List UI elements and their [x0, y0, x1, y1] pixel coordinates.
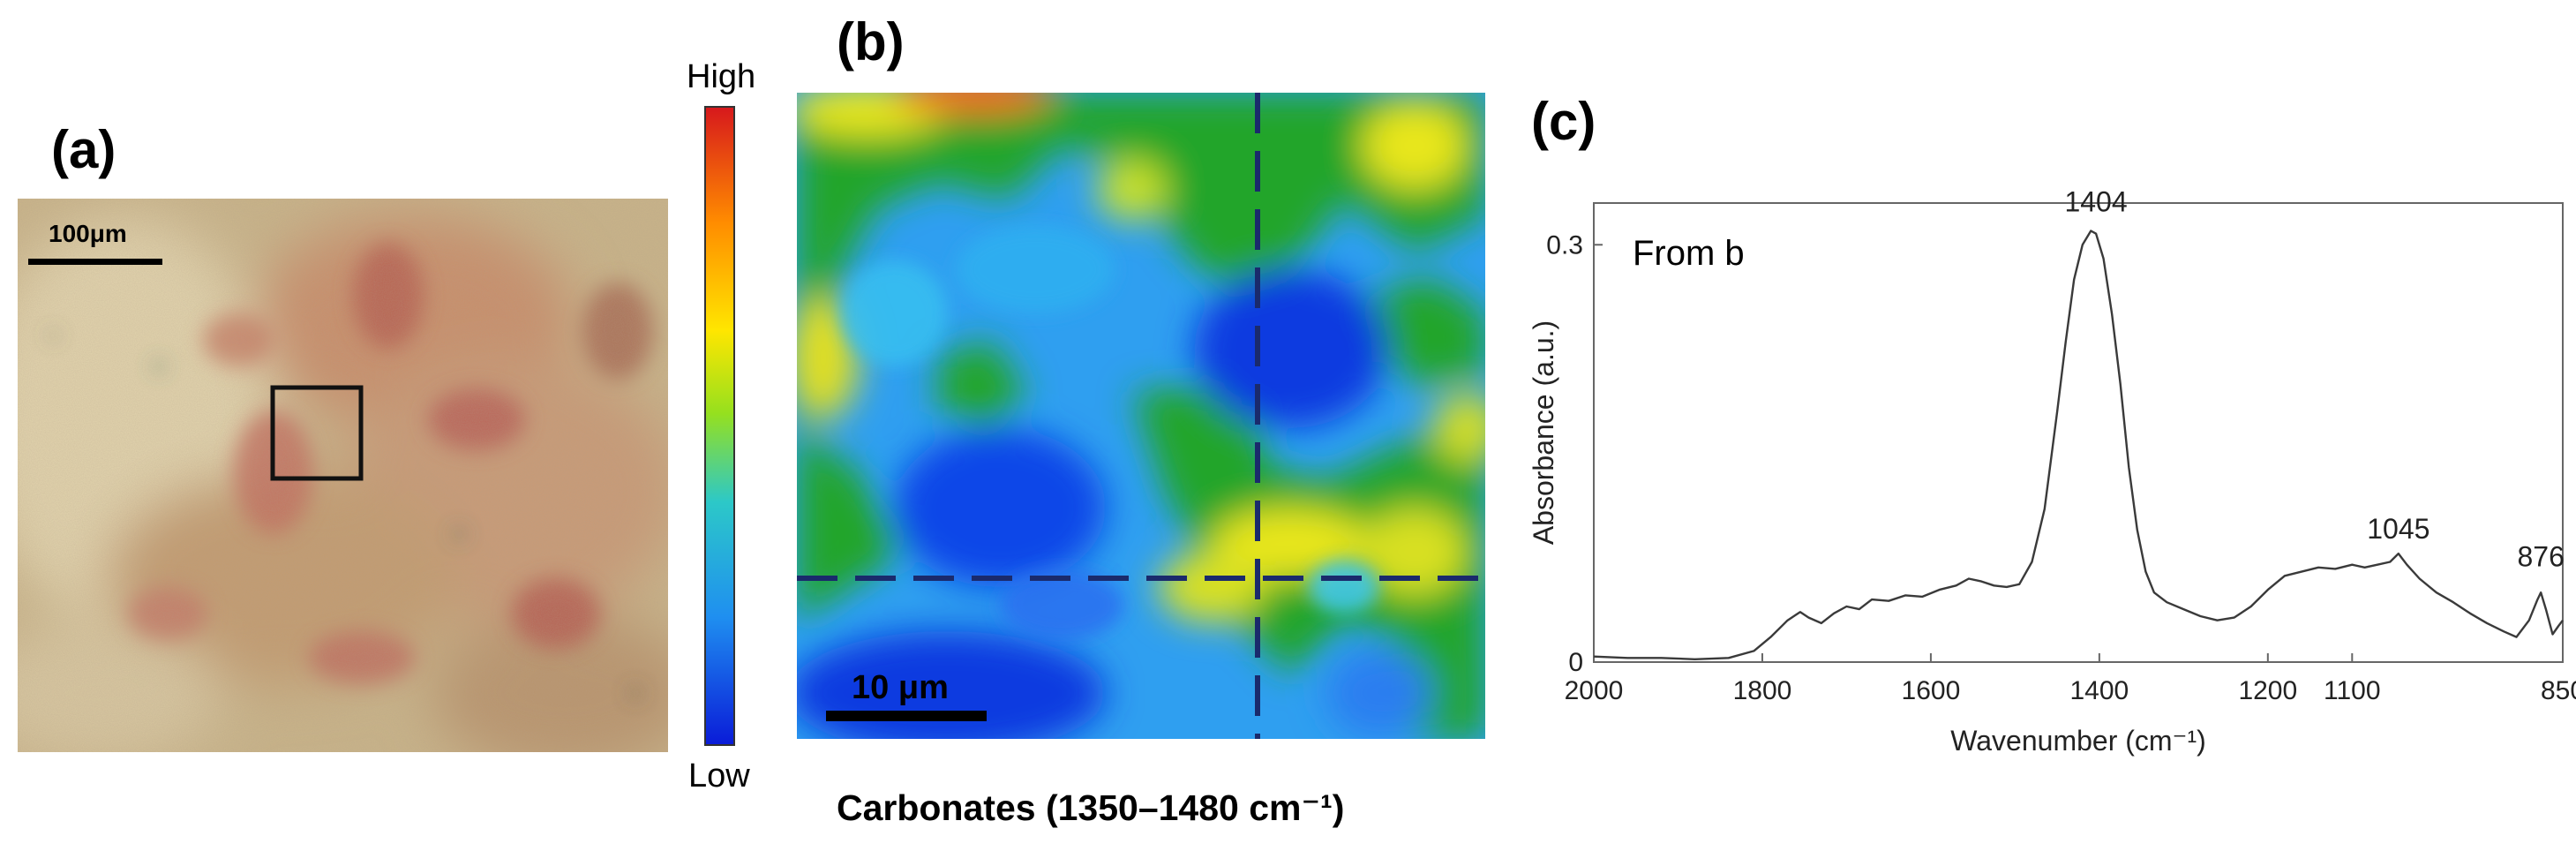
carbonate-map-image	[797, 93, 1485, 739]
micrograph-image	[18, 199, 668, 752]
panel-c-label: (c)	[1531, 92, 1596, 151]
y-tick-label: 0	[1568, 648, 1583, 677]
peak-label: 1404	[2064, 186, 2127, 218]
x-tick-label: 850	[2541, 676, 2576, 705]
x-tick-label: 1800	[1733, 676, 1792, 705]
map-scale-bar	[826, 711, 987, 721]
spectrum-annotation: From b	[1633, 234, 1745, 273]
x-axis-ticks: 2000 1800 1600 1400 1200 1100 850	[1565, 653, 2576, 705]
x-tick-label: 1600	[1902, 676, 1961, 705]
colorbar-low-label: Low	[688, 757, 750, 795]
plot-frame	[1593, 202, 2564, 663]
spectrum-line	[1593, 230, 2564, 660]
panel-b-label: (b)	[837, 12, 905, 72]
peak-label: 1045	[2367, 513, 2430, 545]
x-tick-label: 1400	[2069, 676, 2129, 705]
carbonate-map	[797, 93, 1485, 739]
y-axis-label: Absorbance (a.u.)	[1528, 320, 1559, 545]
map-caption: Carbonates (1350–1480 cm⁻¹)	[837, 787, 1345, 828]
colorbar-high-label: High	[687, 58, 756, 95]
x-tick-label: 1200	[2238, 676, 2297, 705]
x-tick-label: 2000	[1565, 676, 1624, 705]
peak-label: 876	[2517, 540, 2564, 572]
peak-labels: 1404 1045 876	[2064, 186, 2564, 573]
y-axis-ticks: 00.3	[1546, 230, 1603, 677]
micrograph-scale-text: 100μm	[49, 220, 127, 247]
micrograph-scale-bar	[28, 259, 162, 265]
x-axis-label: Wavenumber (cm⁻¹)	[1950, 725, 2206, 757]
optical-micrograph	[18, 199, 668, 752]
y-tick-label: 0.3	[1546, 230, 1583, 260]
map-scale-text: 10 μm	[852, 669, 949, 706]
x-tick-label: 1100	[2324, 676, 2381, 705]
selection-box	[270, 385, 364, 481]
colorbar	[704, 106, 735, 746]
panel-a-label: (a)	[51, 120, 116, 179]
